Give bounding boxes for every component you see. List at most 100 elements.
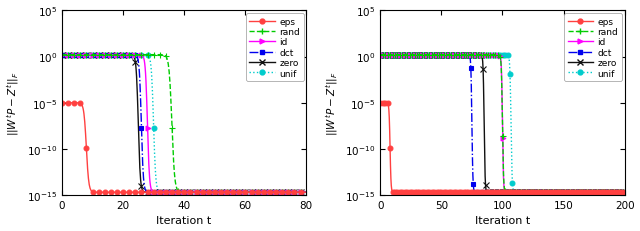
eps bbox=[128, 191, 136, 194]
X-axis label: Iteration t: Iteration t bbox=[475, 216, 530, 225]
unif bbox=[121, 54, 129, 57]
Y-axis label: $||W^t P - Z^t||_F$: $||W^t P - Z^t||_F$ bbox=[6, 71, 21, 135]
Line: zero: zero bbox=[58, 52, 310, 196]
id bbox=[439, 54, 447, 57]
dct bbox=[621, 191, 628, 194]
id bbox=[101, 54, 109, 57]
dct bbox=[168, 191, 176, 194]
unif bbox=[58, 54, 66, 57]
zero bbox=[173, 191, 180, 194]
dct bbox=[376, 54, 384, 57]
unif bbox=[621, 191, 628, 194]
rand bbox=[303, 191, 310, 194]
eps bbox=[58, 102, 66, 105]
Line: zero: zero bbox=[377, 52, 628, 196]
zero bbox=[420, 54, 428, 57]
rand bbox=[561, 191, 568, 194]
eps bbox=[440, 191, 447, 194]
rand bbox=[540, 191, 548, 194]
zero bbox=[303, 191, 310, 194]
zero bbox=[439, 54, 447, 57]
rand bbox=[101, 54, 109, 57]
unif bbox=[243, 191, 250, 194]
id bbox=[621, 191, 628, 194]
unif bbox=[303, 191, 310, 194]
eps bbox=[121, 191, 129, 194]
dct bbox=[486, 191, 494, 194]
dct bbox=[101, 54, 109, 57]
unif bbox=[168, 191, 176, 194]
id bbox=[182, 191, 189, 194]
zero bbox=[521, 191, 529, 194]
eps bbox=[420, 191, 428, 194]
dct bbox=[488, 191, 495, 194]
eps bbox=[101, 191, 109, 194]
dct bbox=[243, 191, 250, 194]
id bbox=[376, 54, 384, 57]
id bbox=[168, 191, 176, 194]
Line: unif: unif bbox=[378, 53, 627, 195]
unif bbox=[561, 191, 568, 194]
unif bbox=[420, 54, 428, 57]
dct bbox=[221, 191, 229, 194]
rand bbox=[243, 191, 250, 194]
dct bbox=[521, 191, 529, 194]
eps bbox=[243, 191, 250, 194]
zero bbox=[561, 191, 568, 194]
eps bbox=[540, 191, 548, 194]
zero bbox=[221, 191, 229, 194]
dct bbox=[175, 191, 183, 194]
id bbox=[487, 54, 495, 57]
dct bbox=[561, 191, 568, 194]
Line: eps: eps bbox=[60, 101, 308, 195]
rand bbox=[487, 54, 495, 57]
rand bbox=[376, 54, 384, 57]
id bbox=[202, 191, 210, 194]
dct bbox=[121, 54, 129, 57]
dct bbox=[58, 54, 66, 57]
dct bbox=[202, 191, 210, 194]
id bbox=[303, 191, 310, 194]
eps bbox=[202, 191, 210, 194]
zero bbox=[376, 54, 384, 57]
unif bbox=[376, 54, 384, 57]
rand bbox=[168, 137, 176, 140]
unif bbox=[191, 191, 198, 194]
unif bbox=[487, 54, 495, 57]
dct bbox=[439, 54, 447, 57]
Line: dct: dct bbox=[378, 53, 627, 195]
id bbox=[561, 191, 568, 194]
eps bbox=[404, 191, 412, 194]
zero bbox=[243, 191, 250, 194]
eps bbox=[561, 191, 568, 194]
rand bbox=[121, 54, 129, 57]
zero bbox=[621, 191, 628, 194]
zero bbox=[121, 54, 129, 57]
unif bbox=[520, 191, 528, 194]
id bbox=[540, 191, 548, 194]
Line: rand: rand bbox=[58, 52, 310, 196]
rand bbox=[202, 191, 210, 194]
zero bbox=[101, 54, 109, 57]
dct bbox=[303, 191, 310, 194]
unif bbox=[221, 191, 229, 194]
Line: rand: rand bbox=[377, 52, 628, 196]
unif bbox=[540, 191, 548, 194]
zero bbox=[540, 191, 548, 194]
rand bbox=[439, 54, 447, 57]
Y-axis label: $||W^t P - Z^t||_F$: $||W^t P - Z^t||_F$ bbox=[324, 71, 340, 135]
dct bbox=[540, 191, 548, 194]
zero bbox=[499, 191, 506, 194]
id bbox=[243, 191, 250, 194]
rand bbox=[521, 191, 529, 194]
eps bbox=[169, 191, 177, 194]
rand bbox=[221, 191, 229, 194]
id bbox=[420, 54, 428, 57]
Legend: eps, rand, id, dct, zero, unif: eps, rand, id, dct, zero, unif bbox=[246, 14, 303, 82]
Legend: eps, rand, id, dct, zero, unif: eps, rand, id, dct, zero, unif bbox=[564, 14, 622, 82]
X-axis label: Iteration t: Iteration t bbox=[156, 216, 212, 225]
eps bbox=[303, 191, 310, 194]
eps bbox=[221, 191, 229, 194]
eps bbox=[521, 191, 529, 194]
rand bbox=[58, 54, 66, 57]
